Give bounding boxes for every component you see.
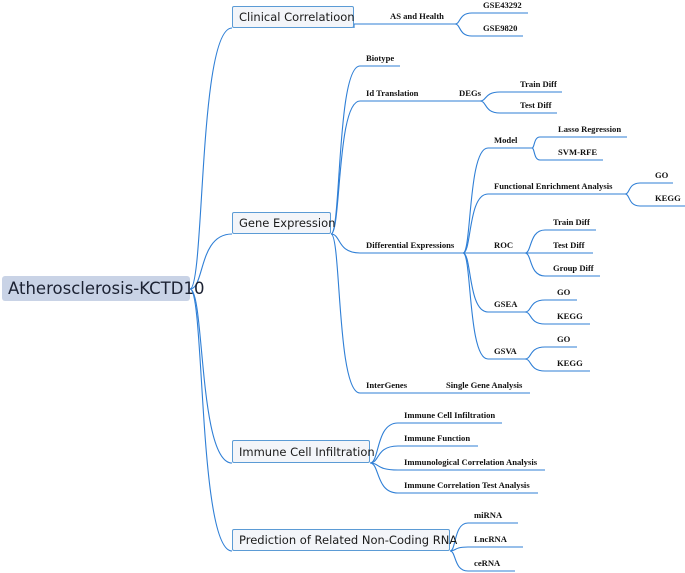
node-mirna[interactable]: miRNA — [474, 510, 503, 520]
connector-intergenes — [330, 233, 361, 394]
branch-gene-expression[interactable]: Gene Expression — [232, 212, 335, 234]
node-model[interactable]: Model — [494, 135, 518, 145]
node-lncrna[interactable]: LncRNA — [474, 534, 507, 544]
connector-cerna — [449, 550, 469, 572]
connector-root-gene-expression — [189, 233, 233, 290]
node-gsva[interactable]: GSVA — [494, 346, 517, 356]
node-id-translation[interactable]: Id Translation — [366, 88, 419, 98]
connector-kegg — [624, 193, 641, 207]
connector-immune-correlation-test-analysis — [369, 462, 399, 494]
connector-kegg — [524, 311, 546, 325]
connector-kegg — [524, 358, 546, 372]
node-test-diff[interactable]: Test Diff — [520, 100, 552, 110]
node-gsva-go[interactable]: GO — [557, 334, 571, 344]
node-gsea-kegg[interactable]: KEGG — [557, 311, 583, 321]
connector-differential-expressions — [330, 233, 361, 254]
node-functional-enrichment-analysis-go[interactable]: GO — [655, 170, 669, 180]
node-as-and-health[interactable]: AS and Health — [390, 11, 444, 21]
node-biotype[interactable]: Biotype — [366, 53, 395, 63]
node-train-diff[interactable]: Train Diff — [520, 79, 557, 89]
node-gse9820[interactable]: GSE9820 — [483, 23, 518, 33]
node-immune-cell-infiltration[interactable]: Immune Cell Infiltration — [404, 410, 496, 420]
connector-go — [524, 346, 546, 360]
connector-root-immune-cell-infiltration — [189, 288, 233, 464]
branch-immune-cell-infiltration[interactable]: Immune Cell Infiltration — [232, 440, 375, 463]
connector-immune-function — [369, 445, 399, 464]
node-differential-expressions[interactable]: Differential Expressions — [366, 240, 455, 250]
node-roc-train-diff[interactable]: Train Diff — [553, 217, 590, 227]
connector-go — [524, 299, 546, 313]
node-model-lasso-regression[interactable]: Lasso Regression — [558, 124, 622, 134]
connector-gse9820 — [454, 23, 473, 37]
node-gsva-kegg[interactable]: KEGG — [557, 358, 583, 368]
connector-model — [462, 147, 489, 254]
node-model-svm-rfe[interactable]: SVM-RFE — [558, 147, 598, 157]
connector-root-clinical-correlatioon — [189, 27, 233, 290]
connector-root-prediction-of-related-non-coding-rna — [189, 288, 233, 552]
node-intergenes[interactable]: InterGenes — [366, 380, 408, 390]
node-cerna[interactable]: ceRNA — [474, 558, 501, 568]
connector-lasso-regression — [531, 136, 541, 149]
node-immune-correlation-test-analysis[interactable]: Immune Correlation Test Analysis — [404, 480, 530, 490]
branch-clinical-correlatioon[interactable]: Clinical Correlatioon — [232, 6, 355, 28]
connector-group-diff — [524, 252, 546, 277]
connector-train-diff — [479, 91, 501, 102]
node-gse43292[interactable]: GSE43292 — [483, 0, 522, 10]
node-roc[interactable]: ROC — [494, 240, 514, 250]
connector-test-diff — [479, 100, 501, 114]
connector-gsea — [462, 252, 489, 313]
node-immunological-correlation-analysis[interactable]: Immunological Correlation Analysis — [404, 457, 538, 467]
connector-gsva — [462, 252, 489, 360]
node-functional-enrichment-analysis-kegg[interactable]: KEGG — [655, 193, 681, 203]
connector-id-translation — [330, 100, 361, 235]
node-roc-group-diff[interactable]: Group Diff — [553, 263, 594, 273]
node-gsea-go[interactable]: GO — [557, 287, 571, 297]
node-roc-test-diff[interactable]: Test Diff — [553, 240, 585, 250]
node-degs[interactable]: DEGs — [459, 88, 481, 98]
connector-biotype — [330, 65, 361, 235]
connector-svm-rfe — [531, 147, 541, 161]
connector-train-diff — [524, 229, 546, 254]
node-gsea[interactable]: GSEA — [494, 299, 518, 309]
connector-gse43292 — [454, 12, 473, 25]
node-immune-function[interactable]: Immune Function — [404, 433, 471, 443]
connector-mirna — [449, 522, 469, 552]
node-functional-enrichment-analysis[interactable]: Functional Enrichment Analysis — [494, 181, 613, 191]
branch-prediction-of-related-non-coding-rna[interactable]: Prediction of Related Non-Coding RNA — [232, 529, 457, 551]
root-node[interactable]: Atherosclerosis-KCTD10 — [2, 276, 204, 301]
node-single-gene-analysis[interactable]: Single Gene Analysis — [446, 380, 523, 390]
connector-go — [624, 182, 641, 195]
connector-functional-enrichment-analysis — [462, 193, 489, 254]
